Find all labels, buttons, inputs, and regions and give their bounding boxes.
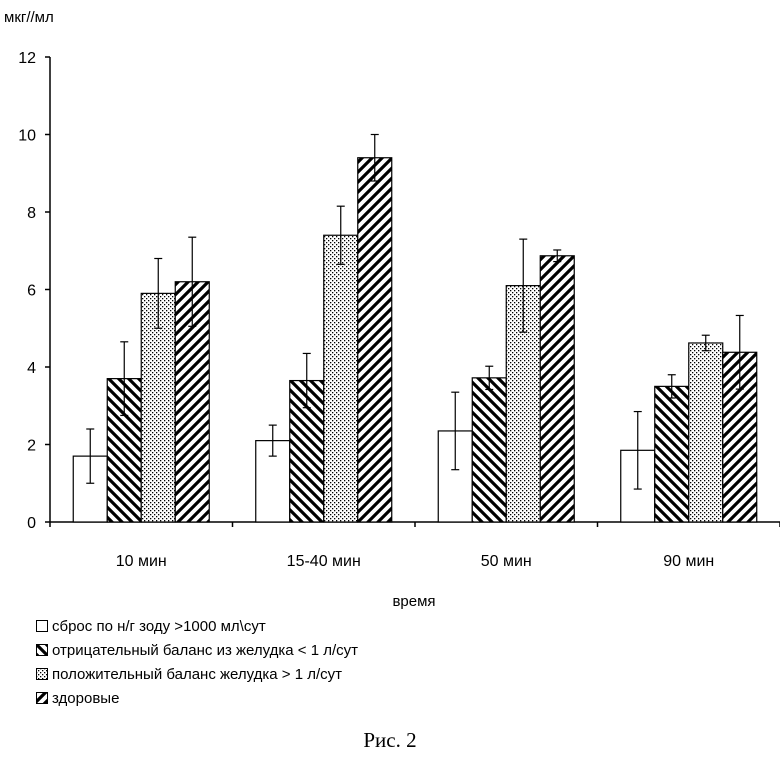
x-axis: 10 мин 15-40 мин 50 мин 90 мин (49, 521, 780, 570)
y-axis-label: мкг//мл (4, 9, 54, 26)
bar (323, 234, 359, 523)
legend-swatch-dots-icon (36, 668, 48, 680)
bar (471, 377, 507, 523)
y-tick-label: 0 (27, 515, 36, 532)
bar (688, 342, 724, 523)
bar (106, 378, 142, 523)
y-tick-label: 10 (18, 128, 36, 145)
x-tick-label: 10 мин (116, 553, 167, 570)
bars (72, 157, 758, 523)
bar (140, 292, 176, 523)
bar (357, 157, 393, 523)
bar (539, 255, 575, 523)
figure-caption: Рис. 2 (363, 728, 417, 752)
y-axis: 0 2 4 6 8 10 12 (18, 50, 51, 532)
x-tick-label: 90 мин (663, 553, 714, 570)
y-tick-label: 6 (27, 283, 36, 300)
legend-swatch-hatch-forward-icon (36, 692, 48, 704)
bar (722, 351, 758, 523)
y-tick-label: 12 (18, 50, 36, 67)
bar (654, 385, 690, 523)
y-tick-label: 8 (27, 205, 36, 222)
legend-label: сброс по н/г зоду >1000 мл\сут (52, 617, 266, 635)
x-tick-label: 15-40 мин (287, 553, 361, 570)
y-tick-label: 2 (27, 438, 36, 455)
legend-label: положительный баланс желудка > 1 л/сут (52, 665, 343, 683)
legend-item: сброс по н/г зоду >1000 мл\сут (36, 614, 358, 638)
y-tick-label: 4 (27, 360, 36, 377)
bar-chart-svg: мкг//мл 0 2 4 6 8 10 12 10 мин 15-40 мин 50 мин 9… (4, 9, 780, 610)
legend-label: отрицательный баланс из желудка < 1 л/су… (52, 641, 359, 659)
legend-swatch-hatch-back-icon (36, 644, 48, 656)
x-axis-label: время (392, 593, 435, 610)
error-bars (86, 133, 744, 490)
legend-item: положительный баланс желудка > 1 л/сут (36, 662, 358, 686)
legend-item: здоровые (36, 686, 358, 710)
x-tick-label: 50 мин (481, 553, 532, 570)
legend-item: отрицательный баланс из желудка < 1 л/су… (36, 638, 358, 662)
legend: сброс по н/г зоду >1000 мл\сут отрицател… (36, 614, 358, 710)
legend-label: здоровые (52, 689, 120, 707)
legend-swatch-blank-icon (36, 620, 48, 632)
bar (289, 379, 325, 523)
